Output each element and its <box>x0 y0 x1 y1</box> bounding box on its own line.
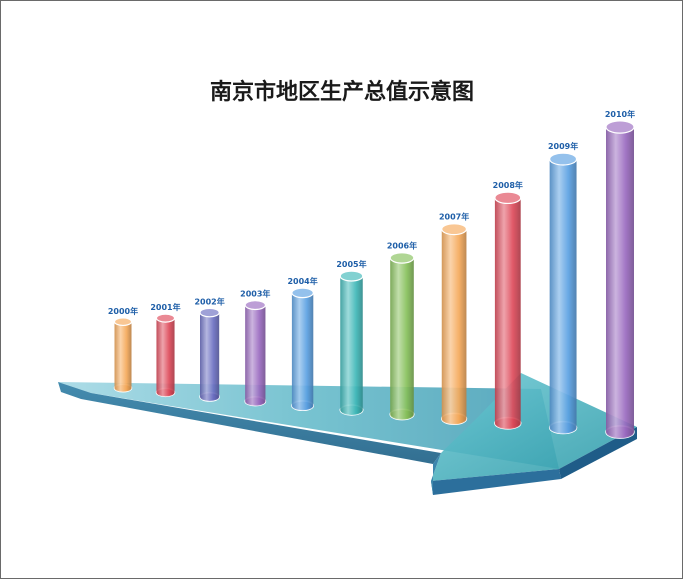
bar-label: 2003年 <box>240 289 270 299</box>
bar-2006年: 2006年 <box>387 241 417 421</box>
bar-2004年: 2004年 <box>287 276 318 412</box>
bar-2007年: 2007年 <box>439 212 469 425</box>
bar-label: 2001年 <box>150 302 180 312</box>
bars-group: 2000年 2001年 2002年 2003年 2004年 2005年 2006年 2007年… <box>108 109 635 439</box>
bar-body <box>441 229 467 425</box>
bar-body <box>245 305 266 406</box>
bar-2002年: 2002年 <box>194 296 225 402</box>
bar-2005年: 2005年 <box>336 259 367 416</box>
bar-body <box>114 321 132 392</box>
bar-cap <box>244 299 267 311</box>
bar-body <box>156 318 175 397</box>
bar-body <box>390 257 414 420</box>
bar-label: 2010年 <box>605 109 635 119</box>
bar-2001年: 2001年 <box>150 302 181 398</box>
bar-label: 2007年 <box>439 212 469 222</box>
bar-body <box>340 276 363 415</box>
bar-2009年: 2009年 <box>548 141 578 435</box>
bar-label: 2006年 <box>387 241 417 251</box>
bar-label: 2008年 <box>493 180 523 190</box>
bar-cap <box>549 152 578 166</box>
bar-cap <box>389 252 415 264</box>
bar-cap <box>441 223 468 236</box>
bar-cap <box>155 313 176 323</box>
bar-2000年: 2000年 <box>108 306 138 393</box>
bar-label: 2009年 <box>548 141 578 151</box>
bar-label: 2005年 <box>336 259 366 269</box>
bar-label: 2000年 <box>108 306 138 316</box>
bar-label: 2002年 <box>194 296 224 306</box>
bar-body <box>291 292 314 411</box>
bar-cap <box>291 287 314 299</box>
bar-2010年: 2010年 <box>605 109 635 439</box>
bar-body <box>606 127 634 439</box>
bar-cap <box>339 270 364 282</box>
bar-body <box>549 159 577 434</box>
arrow-base <box>58 373 637 495</box>
bar-body <box>200 312 220 402</box>
bar-2008年: 2008年 <box>493 180 523 430</box>
bar-body <box>494 197 521 429</box>
bar-cap <box>199 307 220 318</box>
chart-title: 南京市地区生产总值示意图 <box>210 79 474 105</box>
bar-2003年: 2003年 <box>240 289 270 407</box>
bar-cap <box>494 191 522 205</box>
bar-label: 2004年 <box>287 276 317 286</box>
bar-cap <box>605 120 635 134</box>
bar-cap <box>113 317 133 327</box>
